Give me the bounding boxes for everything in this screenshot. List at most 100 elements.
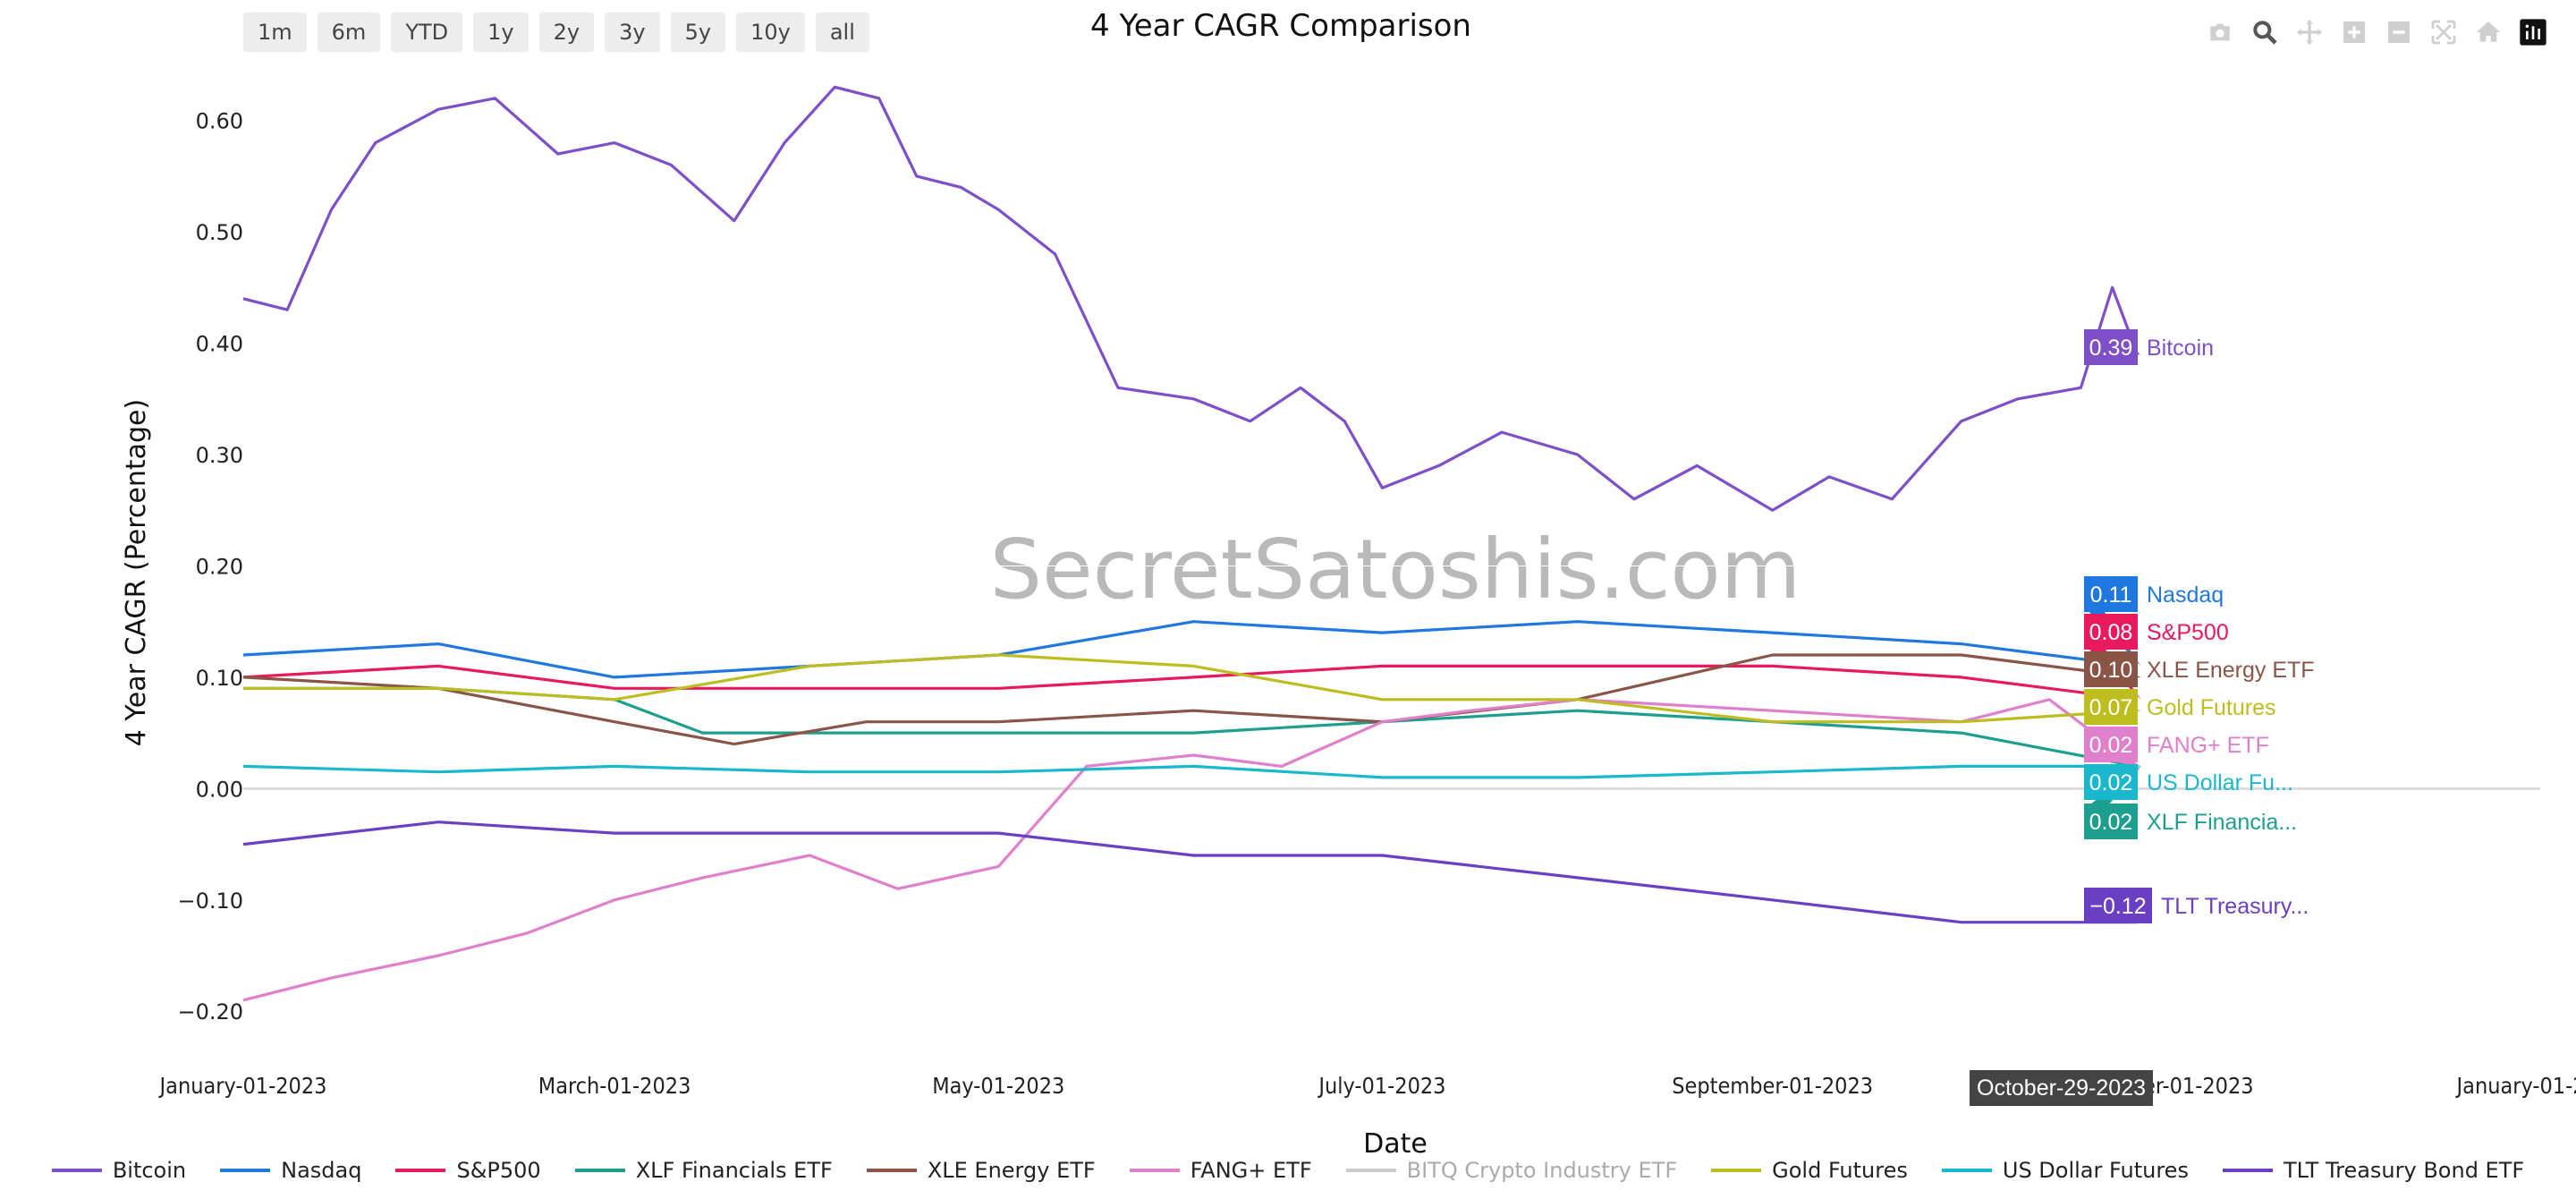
y-tick-label: 0.60 (196, 109, 243, 134)
legend-item-xlf-financials-etf[interactable]: XLF Financials ETF (574, 1158, 833, 1183)
legend-swatch (51, 1169, 102, 1172)
end-label-name: Nasdaq (2147, 582, 2224, 608)
end-label-name: XLE Energy ETF (2147, 658, 2315, 683)
plotly-logo-icon[interactable] (2517, 16, 2549, 48)
legend-label: XLE Energy ETF (927, 1158, 1096, 1183)
zoom-icon[interactable] (2249, 16, 2281, 48)
range-selector: 1m 6m YTD 1y 2y 3y 5y 10y all (243, 13, 869, 52)
zoom-out-icon[interactable] (2383, 16, 2415, 48)
end-label-value: 0.02 (2089, 810, 2133, 835)
y-tick-label: 0.30 (196, 443, 243, 468)
x-tick-label: May-01-2023 (932, 1073, 1064, 1099)
legend-swatch (2222, 1169, 2273, 1172)
end-label-value: −0.12 (2089, 894, 2146, 919)
series-line-tlt-treasury-bond-etf[interactable] (242, 821, 2138, 924)
legend-item-s-p500[interactable]: S&P500 (395, 1158, 541, 1183)
range-button-2y[interactable]: 2y (538, 13, 595, 52)
series-line-gold-futures[interactable] (243, 653, 2138, 724)
autoscale-icon[interactable] (2428, 16, 2460, 48)
y-tick-label: 0.00 (196, 777, 243, 802)
legend-label: BITQ Crypto Industry ETF (1406, 1158, 1678, 1183)
end-label-box (2084, 764, 2138, 800)
legend-swatch (1345, 1169, 1396, 1172)
watermark: SecretSatoshis.com (990, 522, 1801, 617)
legend-item-fang-etf[interactable]: FANG+ ETF (1129, 1158, 1312, 1183)
range-button-1m[interactable]: 1m (243, 13, 307, 52)
x-tick-label: January-01-2024 (2455, 1073, 2576, 1099)
end-label-box (2084, 727, 2138, 762)
range-button-all[interactable]: all (815, 13, 869, 52)
legend-item-nasdaq[interactable]: Nasdaq (220, 1158, 361, 1183)
series-line-nasdaq[interactable] (242, 620, 2138, 679)
range-button-1y[interactable]: 1y (473, 13, 529, 52)
end-label-box (2084, 804, 2138, 839)
legend-swatch (866, 1169, 917, 1172)
legend-item-gold-futures[interactable]: Gold Futures (1711, 1158, 1908, 1183)
legend-item-bitcoin[interactable]: Bitcoin (51, 1158, 187, 1183)
zoom-in-icon[interactable] (2338, 16, 2370, 48)
series-line-bitcoin[interactable] (242, 85, 2140, 512)
x-tick-label: July-01-2023 (1317, 1073, 1445, 1099)
legend-label: XLF Financials ETF (635, 1158, 833, 1183)
legend-item-tlt-treasury-bond-etf[interactable]: TLT Treasury Bond ETF (2222, 1158, 2525, 1183)
legend-swatch (220, 1169, 271, 1172)
legend-label: S&P500 (456, 1158, 541, 1183)
x-axis-label: Date (1363, 1128, 1428, 1160)
y-tick-label: 0.20 (196, 554, 243, 579)
end-label-value: 0.39 (2089, 336, 2133, 361)
y-tick-label: 0.40 (196, 332, 243, 357)
series-line-s-p500[interactable] (242, 664, 2138, 702)
end-label-box (2084, 888, 2152, 923)
y-tick-label: −0.20 (177, 999, 243, 1025)
end-label-name: US Dollar Fu... (2147, 770, 2293, 795)
range-button-10y[interactable]: 10y (736, 13, 805, 52)
x-tick-label: January-01-2023 (158, 1073, 327, 1099)
end-label-box (2084, 651, 2138, 687)
legend-label: TLT Treasury Bond ETF (2283, 1158, 2525, 1183)
home-icon[interactable] (2472, 16, 2504, 48)
range-button-5y[interactable]: 5y (670, 13, 726, 52)
legend-label: Bitcoin (112, 1158, 187, 1183)
range-button-6m[interactable]: 6m (317, 13, 381, 52)
pan-icon[interactable] (2293, 16, 2326, 48)
series-line-fang-etf[interactable] (242, 698, 2139, 1002)
end-label-value: 0.07 (2089, 695, 2133, 720)
end-label-box (2084, 329, 2138, 365)
legend-label: Gold Futures (1772, 1158, 1908, 1183)
legend-swatch (1711, 1169, 1762, 1172)
end-label-value: 0.10 (2089, 658, 2133, 683)
modebar (2204, 16, 2549, 48)
end-label-name: Bitcoin (2147, 336, 2214, 361)
series-line-us-dollar-futures[interactable] (242, 764, 2138, 779)
end-label-value: 0.02 (2089, 733, 2133, 758)
legend-item-bitq-crypto-industry-etf[interactable]: BITQ Crypto Industry ETF (1345, 1158, 1678, 1183)
y-tick-label: −0.10 (177, 889, 243, 914)
end-label-value: 0.02 (2089, 770, 2133, 795)
end-label-name: TLT Treasury... (2161, 894, 2309, 919)
y-tick-label: 0.50 (196, 220, 243, 245)
end-label-name: S&P500 (2147, 620, 2229, 645)
legend-swatch (574, 1169, 625, 1172)
legend-label: US Dollar Futures (2002, 1158, 2189, 1183)
end-label-value: 0.11 (2090, 582, 2132, 608)
series-line-xle-energy-etf[interactable] (242, 653, 2138, 746)
end-label-name: FANG+ ETF (2147, 733, 2269, 758)
range-button-3y[interactable]: 3y (605, 13, 660, 52)
legend-swatch (395, 1169, 446, 1172)
end-label-box (2084, 614, 2138, 650)
camera-icon[interactable] (2204, 16, 2236, 48)
legend-item-xle-energy-etf[interactable]: XLE Energy ETF (866, 1158, 1096, 1183)
legend-label: FANG+ ETF (1190, 1158, 1312, 1183)
end-label-name: Gold Futures (2147, 695, 2276, 720)
y-axis-label: 4 Year CAGR (Percentage) (121, 399, 152, 746)
x-tick-label: March-01-2023 (538, 1073, 691, 1099)
x-tick-label: September-01-2023 (1672, 1073, 1873, 1099)
end-label-box (2084, 576, 2138, 612)
legend-item-us-dollar-futures[interactable]: US Dollar Futures (1941, 1158, 2189, 1183)
legend-swatch (1129, 1169, 1180, 1172)
legend-label: Nasdaq (281, 1158, 362, 1183)
range-button-ytd[interactable]: YTD (391, 13, 463, 52)
chart-title: 4 Year CAGR Comparison (1090, 8, 1471, 44)
legend: Bitcoin Nasdaq S&P500 XLF Financials ETF XLE… (0, 1158, 2576, 1183)
